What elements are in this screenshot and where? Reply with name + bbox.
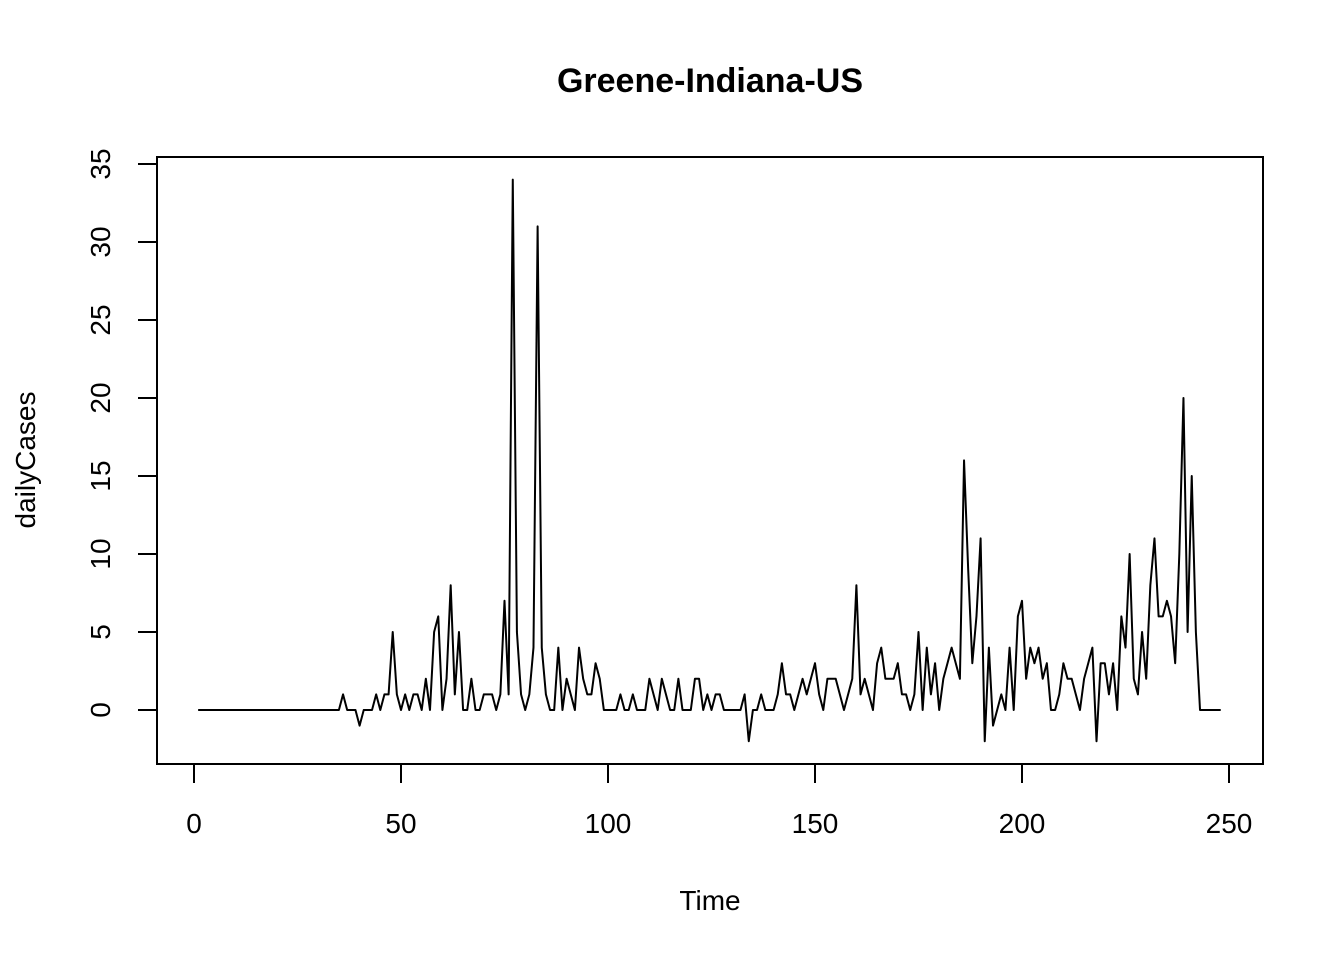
x-tick-label: 0: [186, 808, 202, 839]
y-axis-title: dailyCases: [10, 392, 41, 529]
x-tick-label: 200: [999, 808, 1046, 839]
y-tick-label: 30: [85, 226, 116, 257]
y-tick-label: 10: [85, 538, 116, 569]
y-tick-label: 20: [85, 382, 116, 413]
series-line-dailycases: [198, 178, 1221, 743]
y-tick-label: 25: [85, 304, 116, 335]
x-axis-title: Time: [679, 885, 740, 916]
chart-title: Greene-Indiana-US: [557, 62, 863, 100]
x-tick-label: 250: [1206, 808, 1253, 839]
y-tick-label: 5: [85, 624, 116, 640]
x-tick-label: 100: [585, 808, 632, 839]
y-axis: 0 5 10 15 20 25 30 35: [85, 148, 158, 718]
plot-frame: [156, 156, 1264, 765]
series-group: [198, 178, 1221, 743]
x-axis: 0 50 100 150 200 250: [186, 763, 1253, 839]
y-tick-label: 35: [85, 148, 116, 179]
y-tick-label: 0: [85, 702, 116, 718]
y-tick-label: 15: [85, 460, 116, 491]
x-tick-label: 150: [792, 808, 839, 839]
x-tick-label: 50: [385, 808, 416, 839]
